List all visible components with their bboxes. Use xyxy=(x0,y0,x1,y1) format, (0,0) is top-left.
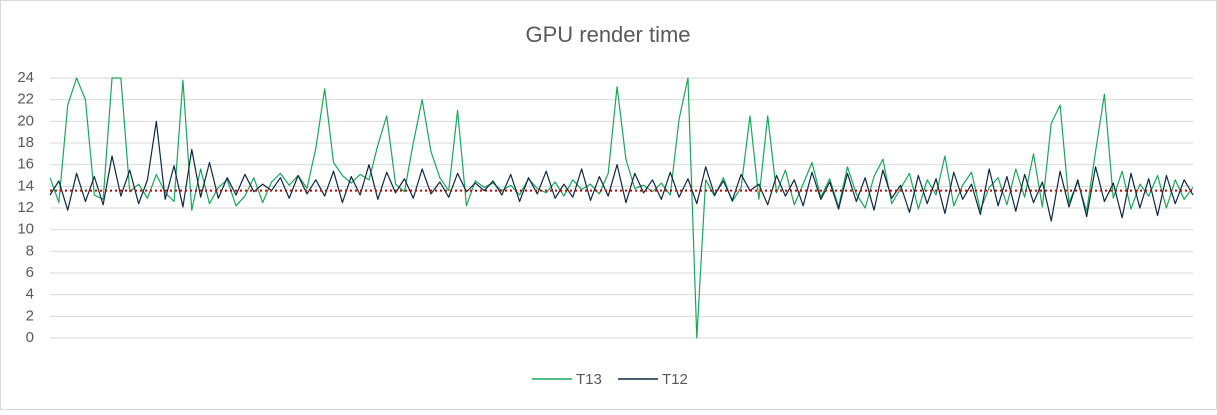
y-tick-label: 2 xyxy=(26,307,34,324)
y-tick-label: 4 xyxy=(26,286,34,303)
legend-label: T12 xyxy=(662,371,688,388)
y-tick-label: 8 xyxy=(26,242,34,259)
y-tick-label: 18 xyxy=(17,134,34,151)
y-tick-label: 14 xyxy=(17,177,34,194)
y-tick-label: 24 xyxy=(17,69,34,86)
y-tick-label: 16 xyxy=(17,156,34,173)
legend-label: T13 xyxy=(576,371,602,388)
y-tick-label: 20 xyxy=(17,112,34,129)
y-tick-label: 12 xyxy=(17,199,34,216)
chart-title: GPU render time xyxy=(525,22,690,47)
series-line xyxy=(49,120,1194,222)
y-tick-label: 22 xyxy=(17,91,34,108)
y-tick-label: 6 xyxy=(26,264,34,281)
y-tick-label: 0 xyxy=(26,329,34,346)
y-tick-label: 10 xyxy=(17,221,34,238)
